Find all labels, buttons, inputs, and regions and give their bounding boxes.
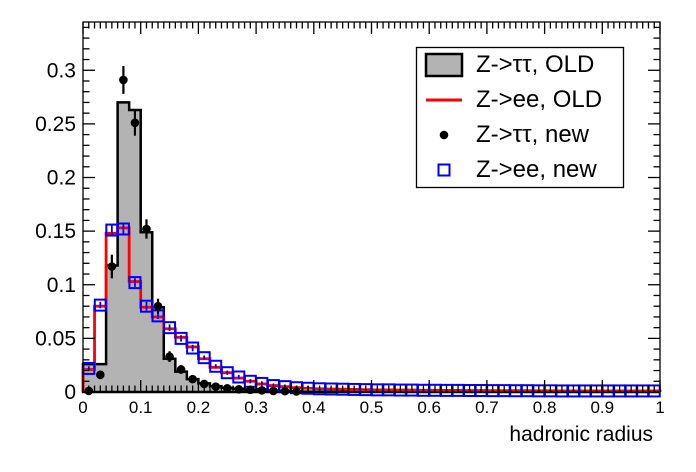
- y-tick-label: 0.1: [47, 274, 76, 297]
- y-ticks: [83, 26, 660, 393]
- x-tick-label: 0.4: [302, 398, 326, 417]
- x-tick-label: 0.2: [187, 398, 211, 417]
- x-tick-label: 1: [655, 398, 664, 417]
- legend-dot-tautau-new: [439, 130, 449, 140]
- y-tick-label: 0.25: [35, 113, 76, 136]
- square-marker: [128, 276, 142, 290]
- dot-marker: [199, 379, 209, 389]
- x-tick-label: 0.7: [475, 398, 499, 417]
- legend-swatch-tautau-old: [424, 52, 464, 78]
- dot-marker: [107, 262, 117, 271]
- legend-square-ee-new: [437, 163, 451, 177]
- y-tick-labels: 0 0.05 0.1 0.15 0.2 0.25 0.3: [35, 59, 76, 404]
- legend-label-ee-old: Z->ee, OLD: [476, 86, 602, 113]
- dot-marker: [176, 365, 186, 374]
- x-ticks: [82, 22, 661, 392]
- dot-marker: [188, 374, 197, 384]
- x-tick-label: 0.1: [129, 398, 153, 417]
- y-tick-label: 0.05: [35, 327, 76, 350]
- dot-marker: [153, 301, 163, 311]
- square-marker: [139, 299, 153, 313]
- square-marker: [174, 331, 188, 345]
- square-marker: [197, 351, 211, 365]
- y-tick-label: 0.2: [47, 167, 76, 190]
- square-marker: [116, 222, 130, 236]
- x-tick-label: 0.8: [533, 398, 557, 417]
- dot-marker: [165, 352, 174, 361]
- square-marker: [186, 341, 200, 355]
- dot-marker: [119, 75, 128, 85]
- x-tick-labels: 0 0.1 0.2 0.3 0.4 0.5 0.6 0.7 0.8 0.9 1: [78, 398, 664, 417]
- dot-marker: [96, 370, 105, 380]
- x-tick-label: 0: [78, 398, 87, 417]
- x-tick-label: 0.3: [244, 398, 268, 417]
- legend: Z->ττ, OLD Z->ee, OLD Z->ττ, new Z->ee, …: [415, 46, 625, 189]
- x-tick-label: 0.5: [360, 398, 384, 417]
- x-axis-label: hadronic radius: [509, 423, 653, 446]
- y-tick-label: 0: [64, 381, 76, 404]
- x-tick-label: 0.9: [590, 398, 614, 417]
- y-tick-label: 0.15: [35, 220, 76, 243]
- legend-label-ee-new: Z->ee, new: [476, 156, 597, 183]
- legend-symbols: [424, 52, 464, 177]
- legend-label-tautau-old: Z->ττ, OLD: [476, 51, 594, 78]
- x-tick-label: 0.6: [417, 398, 441, 417]
- legend-label-tautau-new: Z->ττ, new: [476, 121, 590, 148]
- y-tick-label: 0.3: [47, 59, 76, 82]
- square-marker: [93, 298, 107, 312]
- dot-marker: [130, 118, 140, 128]
- dot-marker: [142, 224, 151, 234]
- square-marker: [163, 321, 177, 335]
